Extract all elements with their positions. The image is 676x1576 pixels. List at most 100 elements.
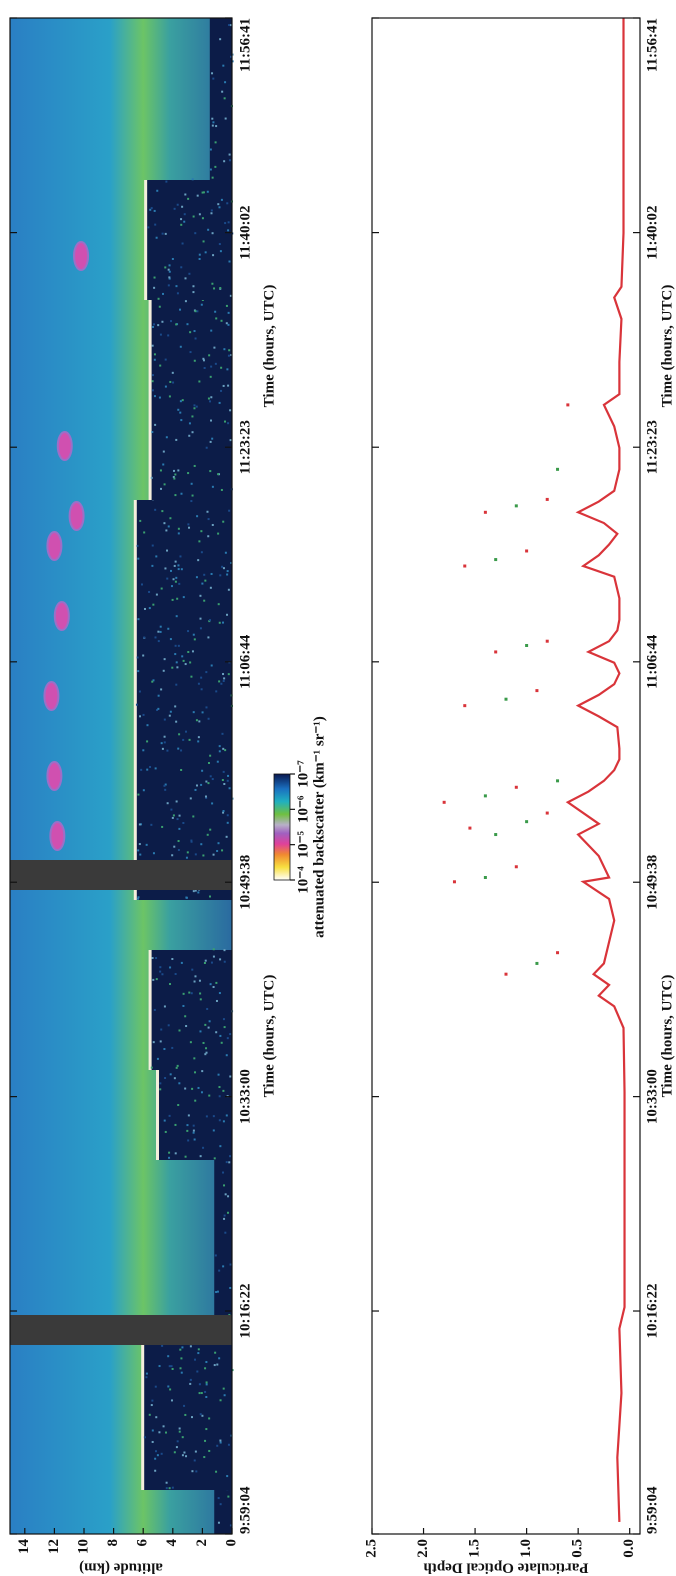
speckle [210,366,212,368]
data-gap [10,1315,232,1345]
speckle [155,957,157,959]
speckle [210,420,212,422]
speckle [218,1497,220,1499]
od-point [443,801,446,804]
speckle [220,390,222,392]
speckle [171,1399,173,1401]
speckle [213,287,215,289]
speckle [210,376,212,378]
speckle [195,1451,197,1453]
speckle [199,1392,201,1394]
speckle [168,1152,170,1154]
speckle [137,896,139,898]
speckle [159,966,161,968]
cloud-top [149,300,152,500]
speckle [221,199,223,201]
speckle [170,638,172,640]
speckle [177,292,179,294]
speckle [208,1095,210,1097]
speckle [224,81,226,83]
speckle [227,385,229,387]
speckle [211,438,213,440]
speckle [164,719,166,721]
speckle [149,607,151,609]
speckle [185,1025,187,1027]
speckle [186,323,188,325]
speckle [191,992,193,994]
speckle [190,1345,192,1347]
colorbar-tick-label: 10⁻⁷ [295,760,311,788]
speckle [167,1355,169,1357]
speckle [221,566,223,568]
speckle [178,733,180,735]
aerosol-layer [50,822,64,850]
speckle [160,688,162,690]
od-point [525,644,528,647]
x-axis-title: Time (hours, UTC) [261,975,277,1098]
y-tick-label: 14 [16,1539,32,1555]
speckle [168,284,170,286]
speckle [201,551,203,553]
speckle [210,396,212,398]
speckle [179,1427,181,1429]
speckle [226,1475,228,1477]
speckle [227,570,229,572]
speckle [137,849,139,851]
speckle [194,1459,196,1461]
speckle [223,783,225,785]
speckle [192,815,194,817]
od-point [484,794,487,797]
speckle [218,1357,220,1359]
speckle [137,670,139,672]
speckle [181,206,183,208]
x-tick-label: 11:06:44 [237,634,253,689]
cloud-top [144,180,147,300]
od-point [494,833,497,836]
speckle [152,374,154,376]
speckle [169,1388,171,1390]
speckle [189,331,191,333]
speckle [176,1446,178,1448]
speckle [159,397,161,399]
speckle [165,386,167,388]
speckle [214,1364,216,1366]
speckle [160,1029,162,1031]
speckle [229,1033,231,1035]
speckle [203,1456,205,1458]
speckle [209,400,211,402]
speckle [207,191,209,193]
speckle [193,404,195,406]
speckle [172,1487,174,1489]
speckle [174,208,176,210]
speckle [183,1452,185,1454]
speckle [179,412,181,414]
speckle [205,706,207,708]
speckle [203,240,205,242]
speckle [206,447,208,449]
speckle [146,1373,148,1375]
speckle [168,269,170,271]
speckle [206,1381,208,1383]
speckle [159,1365,161,1367]
colorbar-tick-label: 10⁻⁵ [295,830,311,858]
speckle [210,169,212,171]
speckle [175,439,177,441]
speckle [212,78,214,80]
speckle [140,769,142,771]
speckle [214,311,216,313]
od-point [484,511,487,514]
speckle [155,1386,157,1388]
speckle [200,1155,202,1157]
speckle [213,854,215,856]
speckle [224,1394,226,1396]
speckle [212,778,214,780]
speckle [152,1429,154,1431]
speckle [151,1067,153,1069]
speckle [157,324,159,326]
speckle [196,784,198,786]
speckle [194,1139,196,1141]
speckle [202,854,204,856]
speckle [178,532,180,534]
speckle [212,232,214,234]
speckle [177,748,179,750]
